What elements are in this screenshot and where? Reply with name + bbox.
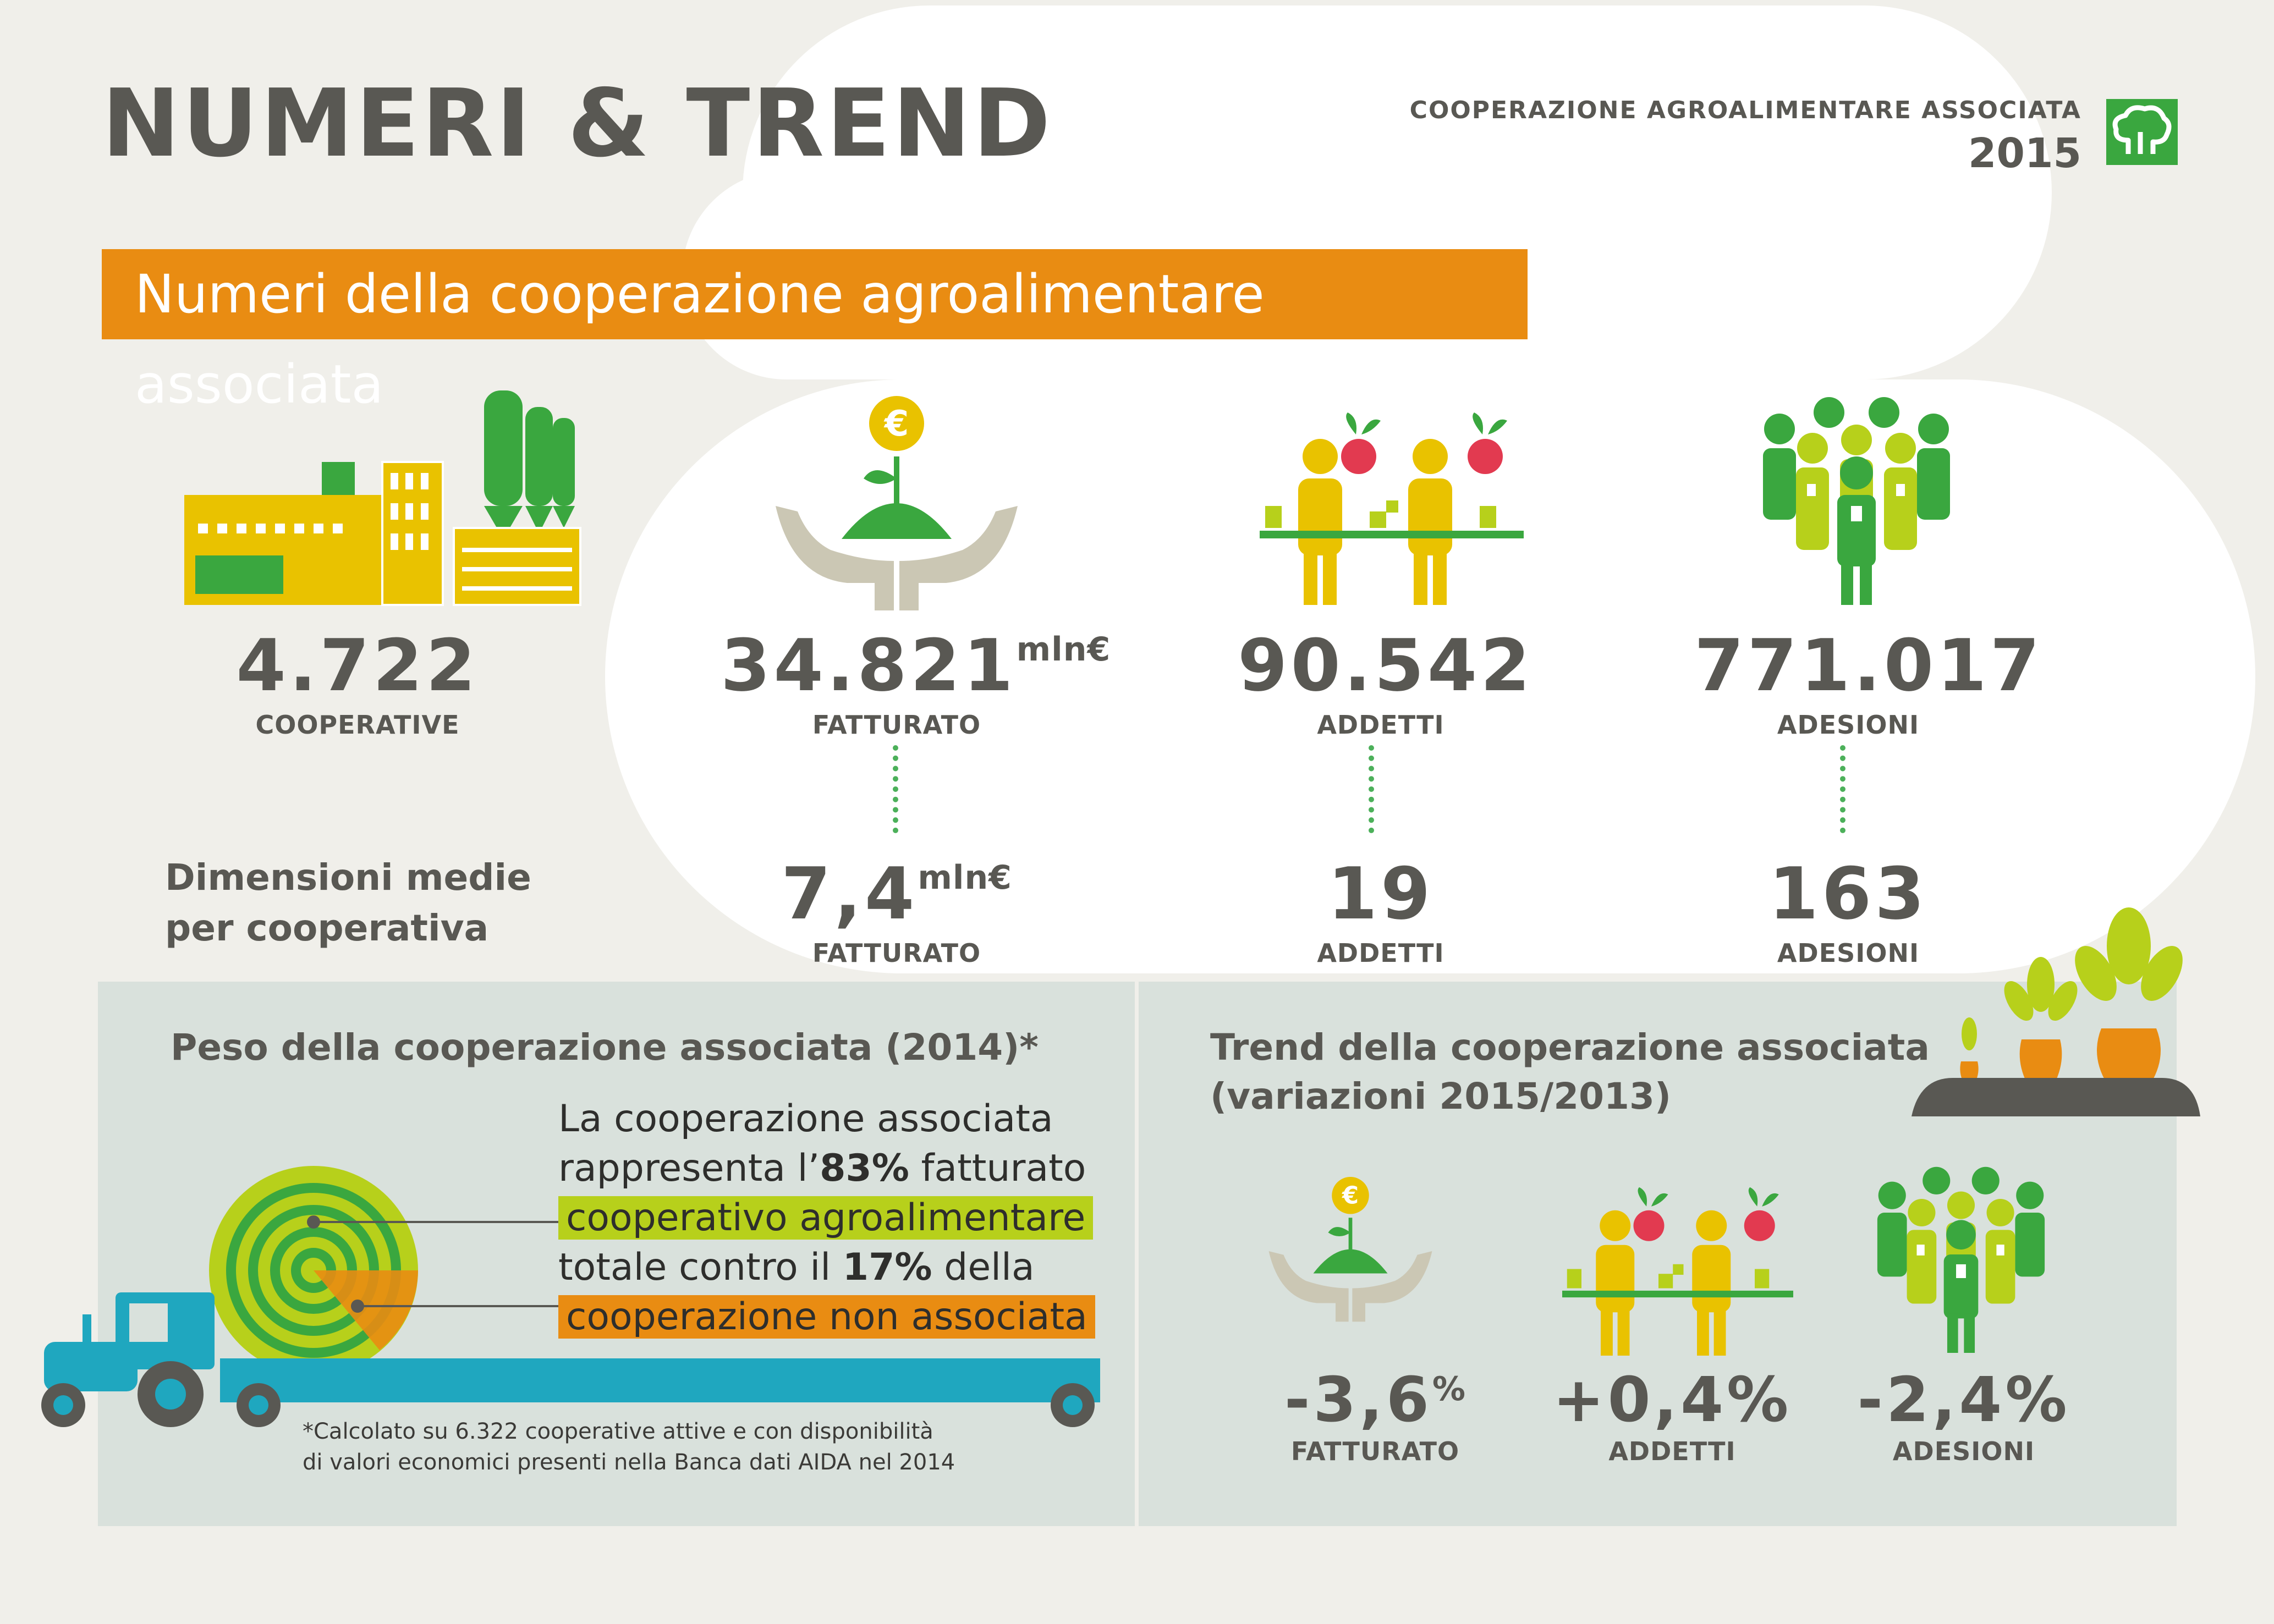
page-title: NUMERI & TREND xyxy=(102,69,1053,178)
stat-label: ADESIONI xyxy=(1892,1436,2035,1466)
stat-label: COOPERATIVE xyxy=(255,710,460,740)
stat-value: 771.017 xyxy=(1694,624,2044,707)
stat-value: 34.821 xyxy=(721,624,1017,707)
stat-label: FATTURATO xyxy=(812,938,981,968)
stat-value: 4.722 xyxy=(236,624,479,707)
svg-text:€: € xyxy=(883,404,909,444)
organization-block: COOPERAZIONE AGROALIMENTARE ASSOCIATA 20… xyxy=(1410,96,2081,177)
highlight-non-associated: cooperazione non associata xyxy=(558,1295,1095,1339)
organization-name: COOPERAZIONE AGROALIMENTARE ASSOCIATA xyxy=(1409,96,2081,124)
carrots-icon xyxy=(1912,907,2200,1116)
dotted-connector xyxy=(1840,745,1845,833)
stat-value: +0,4% xyxy=(1552,1364,1792,1436)
dotted-connector xyxy=(1369,745,1374,833)
stat-label: ADDETTI xyxy=(1317,938,1444,968)
workers-icon xyxy=(1260,412,1524,605)
stat-unit: mln€ xyxy=(1016,630,1111,669)
stat-label: ADESIONI xyxy=(1777,710,1920,740)
trend-panel-title: Trend della cooperazione associata (vari… xyxy=(1210,1026,1930,1118)
stat-label: ADDETTI xyxy=(1608,1436,1736,1466)
hands-plant-euro-icon: € xyxy=(1268,1177,1432,1322)
stat-value: 19 xyxy=(1327,852,1434,935)
stat-addetti: 90.542 ADDETTI xyxy=(1238,630,1530,740)
tree-logo-icon xyxy=(2106,99,2178,165)
avg-addetti: 19 ADDETTI xyxy=(1265,858,1496,968)
edition-year: 2015 xyxy=(1968,130,2081,177)
members-group-icon xyxy=(1763,397,1950,605)
section-banner: Numeri della cooperazione agroalimentare… xyxy=(102,249,1528,415)
non-associated-share: 17% xyxy=(842,1246,932,1289)
dotted-connector xyxy=(893,745,898,833)
weight-panel-title: Peso della cooperazione associata (2014)… xyxy=(171,1026,1039,1069)
stat-adesioni: 771.017 ADESIONI xyxy=(1694,630,2040,740)
trend-fatturato: -3,6% FATTURATO xyxy=(1238,1369,1513,1466)
associated-share: 83% xyxy=(820,1147,909,1190)
stat-unit: mln€ xyxy=(918,858,1012,897)
averages-heading: Dimensioni medie per cooperativa xyxy=(165,856,531,950)
tractor-hay-bale-icon xyxy=(41,1166,1100,1427)
stat-value: 7,4 xyxy=(781,852,918,935)
stat-label: FATTURATO xyxy=(812,710,981,740)
highlight-associated: cooperativo agroalimentare xyxy=(558,1196,1094,1240)
stat-label: ADDETTI xyxy=(1317,710,1444,740)
stat-fatturato: 34.821mln€ FATTURATO xyxy=(721,630,1110,740)
stat-value: 163 xyxy=(1768,852,1928,935)
stat-label: FATTURATO xyxy=(1290,1436,1460,1466)
stat-unit: % xyxy=(1432,1370,1466,1408)
workers-icon xyxy=(1562,1187,1793,1356)
footnote: *Calcolato su 6.322 cooperative attive e… xyxy=(303,1419,955,1475)
hands-plant-euro-icon: € xyxy=(776,396,1018,610)
trend-adesioni: -2,4% ADESIONI xyxy=(1826,1369,2101,1466)
trend-addetti: +0,4% ADDETTI xyxy=(1535,1369,1810,1466)
stat-cooperative: 4.722 COOPERATIVE xyxy=(220,630,495,740)
avg-fatturato: 7,4mln€ FATTURATO xyxy=(759,858,1034,968)
factory-icon xyxy=(184,390,581,606)
members-group-icon xyxy=(1877,1166,2045,1353)
stat-value: -3,6 xyxy=(1284,1364,1432,1436)
weight-description: La cooperazione associata rappresenta l’… xyxy=(558,1094,1095,1342)
stat-label: ADESIONI xyxy=(1777,938,1920,968)
svg-text:€: € xyxy=(1342,1182,1359,1210)
avg-adesioni: 163 ADESIONI xyxy=(1733,858,1964,968)
stat-value: 90.542 xyxy=(1238,624,1534,707)
stat-value: -2,4% xyxy=(1857,1364,2070,1436)
